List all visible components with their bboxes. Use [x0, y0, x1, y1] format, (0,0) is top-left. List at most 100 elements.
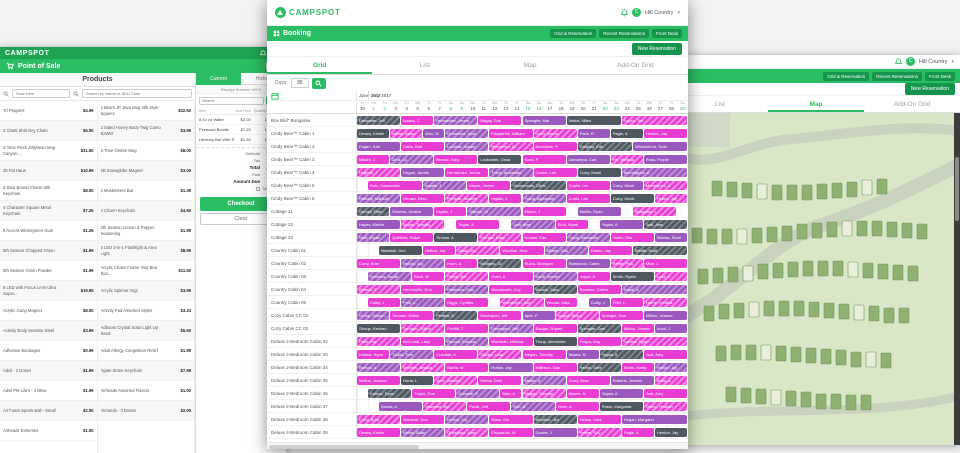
- tab-add-on-grid[interactable]: Add-On Grid: [893, 101, 931, 108]
- reservation-block[interactable]: Montagues, A: [643, 180, 687, 190]
- reservation-block[interactable]: Fuqua, Arty: [577, 336, 621, 346]
- avatar[interactable]: C: [632, 8, 642, 17]
- reservation-block[interactable]: Joppe, A: [577, 271, 610, 281]
- reservation-block[interactable]: Curry, Briar: [357, 414, 401, 424]
- row-track[interactable]: Dempster, Jeff Isaacs, C Hernandez, Jenna B…: [357, 114, 688, 126]
- reservation-block[interactable]: Crandall, K: [434, 349, 478, 359]
- reservation-block[interactable]: Group, Kishan: [357, 310, 390, 320]
- reservation-block[interactable]: Lemble, Ryan: [621, 336, 687, 346]
- reservation-block[interactable]: Callis, Bob: [401, 141, 445, 151]
- reservation-block[interactable]: Henton, Jay: [654, 427, 687, 437]
- reservation-block[interactable]: Leitz, J: [654, 271, 687, 281]
- reservation-block[interactable]: Ingalls, J: [489, 193, 522, 203]
- reservation-block[interactable]: Blass, Mo: [489, 414, 533, 424]
- reservation-block[interactable]: Sheppard, L: [632, 206, 676, 216]
- reservation-block[interactable]: Helms, Debi: [577, 414, 621, 424]
- reservation-block[interactable]: Moyer, James: [467, 180, 511, 190]
- reservation-block[interactable]: Helms, Debi: [577, 362, 621, 372]
- reservation-block[interactable]: Curry, Monti: [610, 193, 654, 203]
- days-input[interactable]: [290, 78, 309, 88]
- product-row[interactable]: 8 LED with Focus Lens Ultra Super... $19.…: [0, 281, 97, 301]
- row-track[interactable]: Kalmar, Ryan Turpin, Tom Crandall, K Bain, …: [357, 387, 688, 399]
- reservation-block[interactable]: Vestal, Miles: [566, 115, 621, 125]
- row-track[interactable]: Ramos, A Moreira, Jessica Barba, M Hutton, …: [357, 361, 688, 373]
- reservation-block[interactable]: Rubio, Morrigan: [522, 258, 566, 268]
- product-row[interactable]: Adhesive Bandages $0.99: [0, 341, 97, 361]
- product-row[interactable]: 3 Musketeers Bar $1.39: [97, 181, 194, 201]
- row-track[interactable]: Marshall, Don Hutton, Jay Blass, Mo Wootton…: [357, 244, 688, 256]
- reservation-block[interactable]: Palomino, Gab: [445, 284, 489, 294]
- reservation-block[interactable]: Curry, Monti: [577, 167, 621, 177]
- reservation-block[interactable]: Morningstar, A: [621, 167, 687, 177]
- product-row[interactable]: Adult Allergy Congestion Relief $1.99: [97, 341, 194, 361]
- product-row[interactable]: Acrylic Gang Magnet $8.00: [0, 301, 97, 321]
- reservation-block[interactable]: Barba, M: [445, 362, 489, 372]
- row-track[interactable]: Hagertz, J Hogan, James Hernandez, Jenna Tr…: [357, 166, 688, 178]
- site-row-label[interactable]: Cindy Bear™ Cabin 3: [267, 153, 357, 165]
- reservation-block[interactable]: Moreira, Jessica: [401, 362, 445, 372]
- reservation-block[interactable]: Proffitt, T: [445, 323, 489, 333]
- reservation-block[interactable]: Harris, Cynthia: [643, 297, 687, 307]
- reservation-block[interactable]: Hogan, Margaret: [621, 414, 687, 424]
- product-row[interactable]: 3 Chetti Shirt Key Chain $6.00: [0, 121, 97, 141]
- search-button[interactable]: [311, 77, 326, 89]
- reservation-block[interactable]: Castro, Lee: [533, 167, 577, 177]
- site-row-label[interactable]: Country Cabin 01: [267, 244, 357, 256]
- reservation-block[interactable]: Ramos, Ernesto: [445, 336, 489, 346]
- site-row-label[interactable]: Deluxe 2-Bedroom Cabin 35: [267, 374, 357, 386]
- reservation-block[interactable]: Marshall, Don: [379, 245, 423, 255]
- reservation-block[interactable]: Scrivens, Sarah: [368, 271, 412, 281]
- reservation-block[interactable]: Yoder, Gits: [610, 232, 654, 242]
- site-row-label[interactable]: Cindy Bear™ Cabin 5: [267, 179, 357, 191]
- reservation-block[interactable]: Locksmith, Omar: [478, 154, 522, 164]
- reservation-block[interactable]: Foyez, Tort: [621, 115, 687, 125]
- reservation-block[interactable]: Hammonds, Chris: [511, 180, 566, 190]
- site-row-label[interactable]: Cindy Bear™ Cabin 4: [267, 166, 357, 178]
- reservation-block[interactable]: Alfredo, R: [357, 284, 401, 294]
- tab-list[interactable]: List: [714, 101, 726, 108]
- product-row[interactable]: Almonds - 4 Doses $2.00: [97, 401, 194, 421]
- reservation-block[interactable]: Weiss, Brian: [401, 427, 445, 437]
- reservation-block[interactable]: Curtis, Lee: [566, 193, 610, 203]
- toolbar-button-recent-reservations[interactable]: Recent Reservations: [599, 29, 649, 38]
- reservation-block[interactable]: Melillo, Ryan: [577, 206, 621, 216]
- reservation-block[interactable]: Fitzpatrick, William: [489, 128, 533, 138]
- row-track[interactable]: Group, Kishan Tomado, Milton Profeta, D Dav…: [357, 309, 688, 321]
- reservation-block[interactable]: Glenn, Heather: [643, 401, 687, 411]
- product-row[interactable]: 5th Season Lemon & Pepper Seasoning $1.99: [97, 221, 194, 241]
- product-row[interactable]: 4 Charm Keychain $4.50: [97, 201, 194, 221]
- toolbar-button-grid-reservation[interactable]: Grid & Reservation: [550, 29, 597, 38]
- reservation-block[interactable]: Ramos, A: [357, 362, 401, 372]
- product-row[interactable]: Advil - 2 Doses $1.99: [0, 361, 97, 381]
- product-row[interactable]: 2-Step Bound Charm 50k Keychain $8.00: [0, 181, 97, 201]
- reservation-block[interactable]: Raimundo, Caleb: [566, 258, 610, 268]
- reservation-block[interactable]: Helms, Ray: [577, 427, 621, 437]
- product-row[interactable]: Activity Pad Assorted Styles $3.24: [97, 301, 194, 321]
- product-row[interactable]: Airheads Extremes $1.00: [0, 421, 97, 441]
- row-track[interactable]: Dewey, Kristin Weiss, Brian Questione, Noe…: [357, 426, 688, 438]
- checkout-button[interactable]: Checkout: [200, 197, 282, 211]
- reservation-block[interactable]: Smith, Ryefa: [610, 271, 654, 281]
- site-row-label[interactable]: Deluxe 2-Bedroom Cabin 38: [267, 413, 357, 425]
- reservation-block[interactable]: Blass, Mo: [456, 245, 500, 255]
- reservation-block[interactable]: Jodi, Amy: [643, 349, 687, 359]
- tab-current-receipt[interactable]: Current: [196, 73, 241, 85]
- reservation-block[interactable]: Trong, Alexander: [522, 193, 566, 203]
- reservation-block[interactable]: Holm, A: [445, 258, 478, 268]
- site-row-label[interactable]: Box Bluf" Bungalow: [267, 114, 357, 126]
- product-row[interactable]: 2B Snowglobe Magnet $3.00: [97, 161, 194, 181]
- site-row-label[interactable]: Deluxe 2-Bedroom Cabin 34: [267, 361, 357, 373]
- reservation-block[interactable]: Badger, Rupert: [533, 323, 577, 333]
- scrollbar-thumb[interactable]: [955, 157, 959, 221]
- reservation-block[interactable]: Kurth, Darren: [533, 271, 577, 281]
- bell-icon[interactable]: [260, 49, 267, 57]
- toolbar-button-front-desk[interactable]: Front Desk: [651, 29, 682, 38]
- reservation-block[interactable]: Woods, Sara: [533, 284, 577, 294]
- reservation-block[interactable]: Diggs, Cynthia: [445, 297, 489, 307]
- reservation-block[interactable]: Apte, P: [522, 310, 555, 320]
- reservation-block[interactable]: Kaimar, Ryan: [357, 349, 390, 359]
- reservation-block[interactable]: Alex, M: [423, 128, 445, 138]
- reservation-block[interactable]: Hutton, Jay: [654, 362, 687, 372]
- reservation-block[interactable]: Duell, Martin: [533, 128, 577, 138]
- reservation-block[interactable]: Yogan, A: [599, 388, 643, 398]
